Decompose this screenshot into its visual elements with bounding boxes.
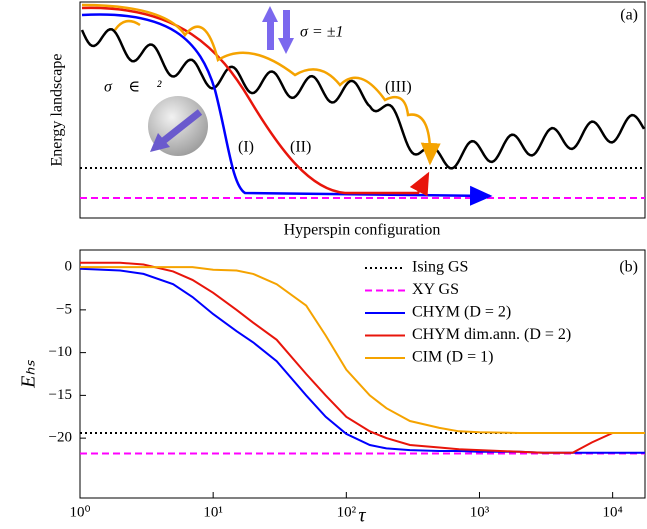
y-axis-label: Energy landscape (49, 54, 66, 167)
panel-label: (a) (620, 7, 638, 24)
x-axis-label: Hyperspin configuration (284, 222, 441, 239)
series-line (80, 261, 645, 454)
ising-spin-icon (262, 6, 294, 54)
panel-label: (b) (619, 259, 638, 276)
legend-label: CIM (D = 1) (412, 349, 493, 366)
path-label: (III) (385, 79, 412, 96)
series-line (79, 267, 645, 454)
hop (113, 19, 141, 31)
series-line (80, 266, 645, 434)
schematic-panel: Energy landscape Hyperspin configuration… (49, 1, 646, 239)
legend-label: XY GS (412, 281, 459, 298)
x-tick-label: 10⁰ (69, 504, 90, 520)
y-tick-label: −10 (49, 344, 72, 360)
xy-label: σ⃗ ∈ ℝ² (104, 79, 163, 96)
legend-label: CHYM (D = 2) (412, 304, 511, 321)
energy-landscape (80, 28, 646, 170)
x-tick-label: 10³ (470, 504, 490, 520)
ising-label: σ = ±1 (300, 24, 343, 41)
y-tick-label: −20 (49, 430, 72, 446)
x-tick-label: 10¹ (203, 504, 223, 520)
frame (79, 1, 646, 219)
y-tick-label: −5 (56, 301, 72, 317)
y-axis-label: Eₕₛ (18, 360, 40, 389)
path-ii (81, 6, 430, 197)
xy-spin-icon (148, 96, 208, 156)
x-tick-label: 10² (337, 504, 357, 520)
x-tick-label: 10⁴ (603, 504, 623, 520)
y-tick-label: 0 (65, 259, 73, 275)
x-axis-label: τ (358, 505, 366, 527)
legend-label: CHYM dim.ann. (D = 2) (412, 326, 571, 343)
chart-panel: (b) τ Eₕₛ 10⁰ 10¹ 10² 10³ 10⁴ 0 −5 −10 −15 −20 Isi… (18, 249, 646, 527)
path-iii (81, 3, 441, 166)
path-label: (II) (290, 139, 311, 156)
path-label: (I) (238, 139, 254, 156)
path-i (81, 13, 493, 206)
plot-frame (79, 249, 646, 499)
legend-label: Ising GS (412, 259, 468, 276)
y-tick-label: −15 (49, 387, 72, 403)
